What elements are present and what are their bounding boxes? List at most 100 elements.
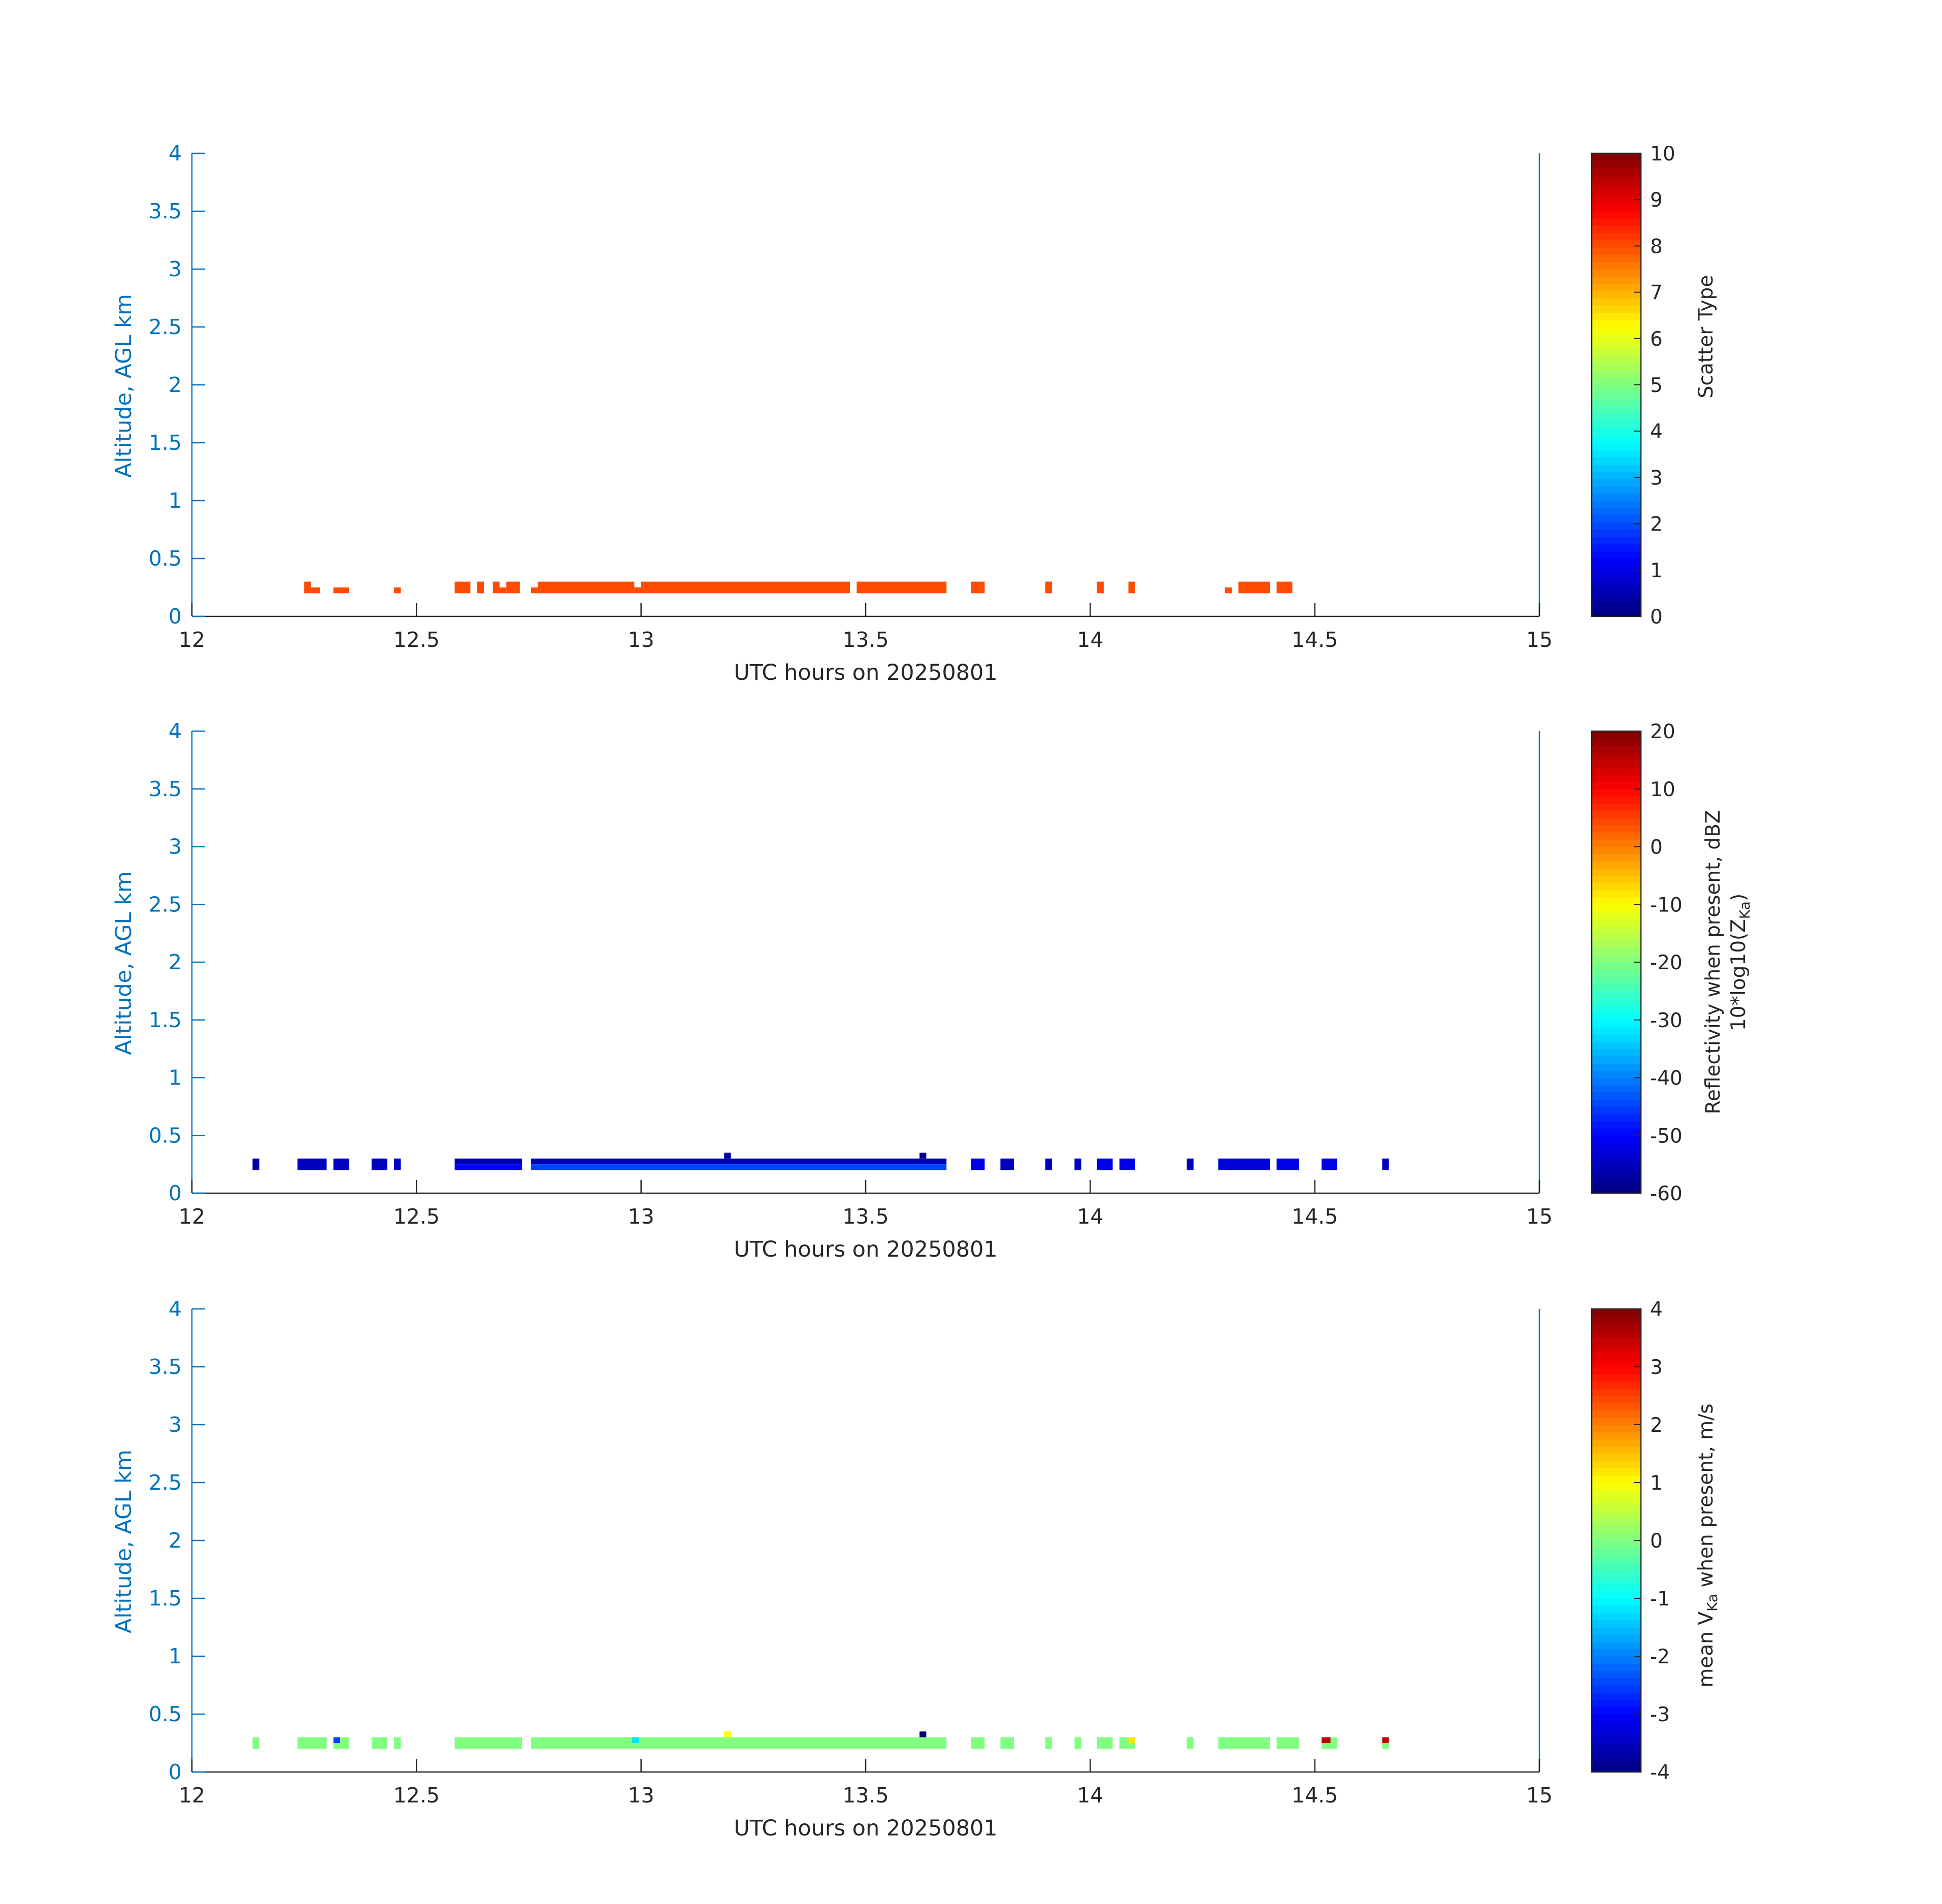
colorbar-segment [1592,918,1641,927]
colorbar-tick-label: 1 [1650,1472,1663,1495]
heatmap-cell [1097,1158,1113,1170]
x-tick-label: 14 [1077,1204,1103,1229]
heatmap-cell [919,1153,927,1159]
colorbar-tick-label: 10 [1650,778,1675,801]
colorbar-segment [1592,551,1641,559]
colorbar-segment [1592,595,1641,603]
colorbar-segment [1592,1092,1641,1100]
colorbar-segment [1592,1374,1641,1382]
heatmap-cell [1045,581,1052,594]
colorbar-segment [1592,233,1641,241]
colorbar-segment [1592,1764,1641,1772]
heatmap-cell [297,1737,327,1749]
colorbar-segment [1592,832,1641,840]
heatmap-cell [1382,1158,1389,1170]
colorbar-segment [1592,385,1641,392]
colorbar-segment [1592,1157,1641,1165]
colorbar-segment [1592,890,1641,898]
colorbar-segment [1592,810,1641,818]
colorbar-segment [1592,796,1641,804]
colorbar-segment [1592,1519,1641,1527]
colorbar-segment [1592,1446,1641,1454]
colorbar-segment [1592,789,1641,797]
x-tick-label: 13.5 [842,1783,888,1808]
colorbar-segment [1592,1020,1641,1028]
heatmap-cell [1382,1743,1389,1749]
heatmap-cell [499,587,507,594]
x-tick-label: 15 [1526,1783,1553,1808]
y-tick-label: 0.5 [149,1123,182,1147]
y-tick-label: 0.5 [149,546,182,571]
colorbar-tick-label: 0 [1650,1530,1663,1553]
x-tick-label: 12.5 [393,1783,440,1808]
colorbar-segment [1592,290,1641,299]
heatmap-cells [252,1153,1389,1170]
heatmap-cell [371,1737,387,1749]
colorbar-segment [1592,1598,1641,1606]
heatmap-cell [1074,1158,1081,1170]
colorbar-segment [1592,580,1641,588]
heatmap-cell [454,581,471,594]
colorbar-tick-label: 0 [1650,836,1663,859]
colorbar-tick-label: 3 [1650,467,1663,489]
colorbar-segment [1592,450,1641,458]
colorbar-segment [1592,1345,1641,1353]
colorbar-segment [1592,962,1641,970]
colorbar-tick-label: 1 [1650,560,1663,582]
colorbar-label-line2: 10*log10(ZKa) [1727,894,1753,1031]
heatmap-cell [641,581,850,594]
colorbar-tick-label: 2 [1650,1414,1663,1437]
colorbar-segment [1592,1526,1641,1534]
x-tick-label: 14 [1077,628,1103,652]
colorbar-segment [1592,1085,1641,1093]
y-tick-label: 0 [169,1760,182,1784]
heatmap-cell [1187,1158,1194,1170]
colorbar-segment [1592,897,1641,905]
colorbar-segment [1592,1077,1641,1086]
colorbar-segment [1592,493,1641,501]
colorbar-segment [1592,781,1641,790]
heatmap-cell [1187,1737,1194,1749]
heatmap-cell [1276,581,1293,594]
colorbar-segment [1592,399,1641,407]
colorbar-segment [1592,1721,1641,1729]
y-tick-label: 2.5 [149,892,182,916]
y-tick-label: 2 [169,373,182,397]
heatmap-cell [1225,587,1232,594]
heatmap-cell [454,1164,522,1170]
colorbar-segment [1592,348,1641,356]
colorbar-segment [1592,1041,1641,1049]
heatmap-cell [531,1158,947,1165]
x-tick-label: 13.5 [842,628,888,652]
heatmap-cell [1276,1737,1299,1749]
colorbar-segment [1592,1627,1641,1635]
colorbar-segment [1592,1699,1641,1708]
heatmap-cell [477,581,484,594]
x-axis-label: UTC hours on 20250801 [734,1237,998,1262]
y-tick-label: 3 [169,257,182,281]
colorbar-segment [1592,443,1641,450]
heatmap-cell [1382,1737,1389,1743]
colorbar-segment [1592,861,1641,869]
colorbar-segment [1592,1663,1641,1671]
colorbar-segment [1592,926,1641,934]
colorbar-tick-label: 4 [1650,420,1663,443]
colorbar-tick-label: 4 [1650,1298,1663,1321]
colorbar-segment [1592,955,1641,963]
heatmap-cell [971,1737,985,1749]
colorbar-tick-label: -50 [1650,1125,1683,1147]
heatmap-cell [340,1737,349,1743]
colorbar-segment [1592,1359,1641,1367]
colorbar-segment [1592,1678,1641,1686]
heatmap-cell [1238,581,1270,594]
colorbar-tick-label: -20 [1650,951,1683,974]
colorbar-label-subscript: Ka [1704,1594,1721,1612]
colorbar-segment [1592,1034,1641,1042]
colorbar-segment [1592,1562,1641,1570]
heatmap-cell [371,1158,387,1170]
heatmap-cell [1097,1737,1113,1749]
colorbar-tick-label: -1 [1650,1588,1670,1611]
heatmap-cell [1218,1737,1270,1749]
colorbar-segment [1592,803,1641,811]
